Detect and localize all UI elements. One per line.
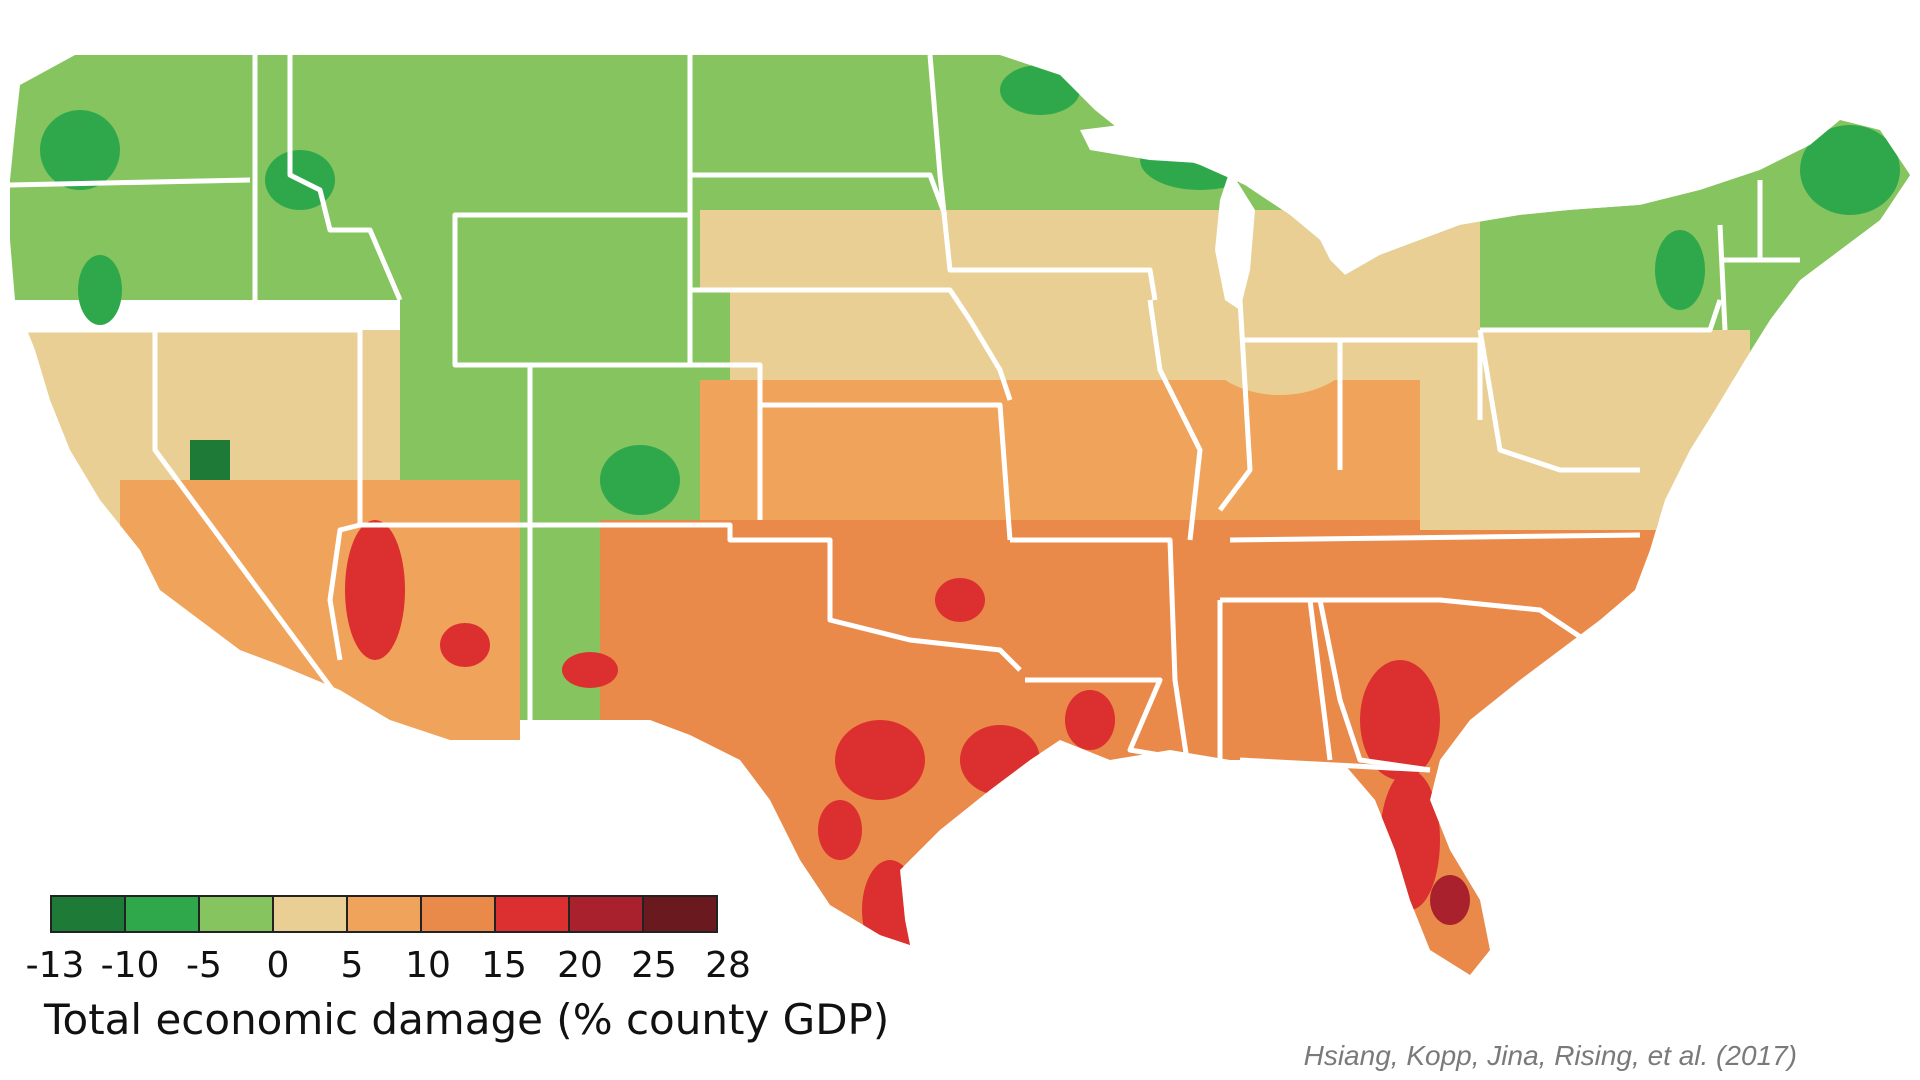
legend-tick-label: 5 (340, 945, 364, 986)
legend-tick-label: 28 (705, 945, 751, 986)
legend-swatch-8 (568, 895, 644, 933)
hotspot-texas-west (818, 800, 862, 860)
region-southwest-orange (120, 480, 520, 740)
hotspot-georgia (1360, 660, 1440, 780)
legend-tick-label: 10 (405, 945, 451, 986)
legend-tick-label: -10 (100, 945, 160, 986)
hotspot-florida (1380, 770, 1440, 910)
green-patch-washington (40, 110, 120, 190)
lake-michigan (1215, 170, 1255, 310)
legend-tick-label: -5 (186, 945, 222, 986)
hotspot-arizona-west (345, 520, 405, 660)
hotspot-arizona-central (440, 623, 490, 667)
hotspot-florida-dark (1430, 875, 1470, 925)
green-patch-maine (1800, 125, 1900, 215)
legend-swatch-4 (272, 895, 348, 933)
legend-tick-label: 25 (631, 945, 677, 986)
green-patch-minnesota (1000, 65, 1080, 115)
legend-swatch-1 (50, 895, 126, 933)
dark-green-patch-nevada (190, 440, 230, 480)
green-patch-oregon (78, 255, 122, 325)
legend-tick-label: 15 (481, 945, 527, 986)
green-patch-colorado (600, 445, 680, 515)
hotspot-texas-south (862, 860, 918, 960)
legend-tick-label: 0 (266, 945, 290, 986)
legend-swatch-9 (642, 895, 718, 933)
legend-color-bar (50, 895, 730, 955)
state-borders (9, 54, 1800, 781)
hotspot-louisiana (1065, 690, 1115, 750)
legend-swatch-3 (198, 895, 274, 933)
hotspot-oklahoma (935, 578, 985, 622)
legend-tick-label: 20 (557, 945, 603, 986)
region-south-orange (600, 520, 1700, 975)
source-credit: Hsiang, Kopp, Jina, Rising, et al. (2017… (1303, 1040, 1797, 1071)
tan-patch-ozark (810, 385, 950, 455)
legend-tick-label: -13 (25, 945, 85, 986)
hotspot-texas-east (960, 725, 1040, 795)
legend-swatch-7 (494, 895, 570, 933)
region-midatlantic-tan (1420, 330, 1750, 530)
legend-title: Total economic damage (% county GDP) (44, 995, 890, 1044)
hotspot-texas-central (835, 720, 925, 800)
legend-swatch-5 (346, 895, 422, 933)
legend-swatch-2 (124, 895, 200, 933)
hotspot-new-mexico (562, 652, 618, 688)
lake-superior (1080, 120, 1260, 165)
green-patch-newyork (1655, 230, 1705, 310)
legend-swatch-6 (420, 895, 496, 933)
